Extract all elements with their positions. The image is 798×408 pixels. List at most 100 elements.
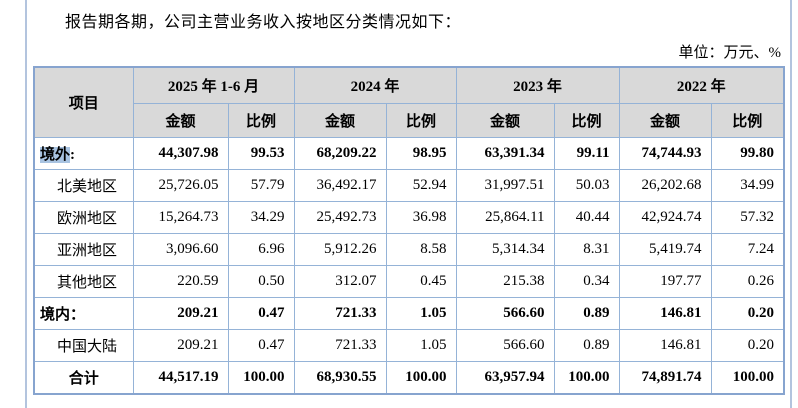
text-selection-highlight: 境外 [40, 147, 71, 163]
cell-value: 1.05 [385, 329, 457, 362]
cell-value: 0.34 [553, 265, 620, 298]
row-label: 欧洲地区 [33, 201, 134, 234]
cell-value: 99.53 [227, 137, 295, 170]
cell-value: 52.94 [385, 169, 457, 202]
column-header-2022: 2022 年 [618, 66, 785, 104]
column-header-2025h1: 2025 年 1-6 月 [132, 66, 295, 104]
table-row: 合计 44,517.19 100.00 68,930.55 100.00 63,957.9… [33, 361, 785, 394]
subheader-amount-2024: 金额 [293, 103, 387, 138]
cell-value: 57.79 [227, 169, 295, 202]
cell-value: 57.32 [710, 201, 785, 234]
cell-value: 63,391.34 [455, 137, 555, 170]
cell-value: 36.98 [385, 201, 457, 234]
cell-value: 3,096.60 [132, 233, 229, 266]
cell-value: 721.33 [293, 297, 387, 330]
cell-value: 98.95 [385, 137, 457, 170]
subheader-ratio-2025h1: 比例 [227, 103, 295, 138]
subheader-ratio-2024: 比例 [385, 103, 457, 138]
cell-value: 34.99 [710, 169, 785, 202]
cell-value: 8.31 [553, 233, 620, 266]
cell-value: 100.00 [710, 361, 785, 394]
cell-value: 74,891.74 [618, 361, 712, 394]
cell-value: 34.29 [227, 201, 295, 234]
cell-value: 146.81 [618, 329, 712, 362]
subheader-amount-2022: 金额 [618, 103, 712, 138]
cell-value: 0.20 [710, 297, 785, 330]
unit-note: 单位：万元、% [678, 45, 782, 61]
table-row: 其他地区 220.59 0.50 312.07 0.45 215.38 0.34 197.77… [33, 265, 785, 298]
revenue-by-region-table: 项目 2025 年 1-6 月 2024 年 2023 年 2022 年 金额 … [33, 66, 786, 395]
column-header-item: 项目 [33, 66, 134, 138]
cell-value: 7.24 [710, 233, 785, 266]
intro-paragraph: 报告期各期，公司主营业务收入按地区分类情况如下： [65, 14, 462, 31]
cell-value: 100.00 [385, 361, 457, 394]
cell-value: 40.44 [553, 201, 620, 234]
page-border-right [790, 0, 792, 408]
cell-value: 68,930.55 [293, 361, 387, 394]
cell-value: 209.21 [132, 329, 229, 362]
subheader-ratio-2023: 比例 [553, 103, 620, 138]
column-header-2024: 2024 年 [293, 66, 457, 104]
table-body: 境外: 44,307.98 99.53 68,209.22 98.95 63,391.34… [33, 137, 785, 394]
cell-value: 44,307.98 [132, 137, 229, 170]
row-label: 其他地区 [33, 265, 134, 298]
cell-value: 0.89 [553, 329, 620, 362]
subheader-ratio-2022: 比例 [710, 103, 785, 138]
cell-value: 5,419.74 [618, 233, 712, 266]
row-label: 境外: [33, 137, 134, 170]
cell-value: 100.00 [553, 361, 620, 394]
cell-value: 566.60 [455, 297, 555, 330]
cell-value: 197.77 [618, 265, 712, 298]
cell-value: 26,202.68 [618, 169, 712, 202]
cell-value: 42,924.74 [618, 201, 712, 234]
row-label: 中国大陆 [33, 329, 134, 362]
cell-value: 5,314.34 [455, 233, 555, 266]
table-row: 北美地区 25,726.05 57.79 36,492.17 52.94 31,997.5… [33, 169, 785, 202]
table-header-row-measures: 金额 比例 金额 比例 金额 比例 金额 比例 [34, 103, 785, 138]
subheader-amount-2025h1: 金额 [132, 103, 229, 138]
cell-value: 0.20 [710, 329, 785, 362]
table-row: 境内： 209.21 0.47 721.33 1.05 566.60 0.89 146.81 0… [33, 297, 785, 330]
cell-value: 25,492.73 [293, 201, 387, 234]
cell-value: 68,209.22 [293, 137, 387, 170]
cell-value: 74,744.93 [618, 137, 712, 170]
cell-value: 25,726.05 [132, 169, 229, 202]
row-label: 北美地区 [33, 169, 134, 202]
cell-value: 31,997.51 [455, 169, 555, 202]
subheader-amount-2023: 金额 [455, 103, 555, 138]
cell-value: 146.81 [618, 297, 712, 330]
cell-value: 0.50 [227, 265, 295, 298]
cell-value: 0.45 [385, 265, 457, 298]
table-row: 中国大陆 209.21 0.47 721.33 1.05 566.60 0.89 146.81… [33, 329, 785, 362]
cell-value: 209.21 [132, 297, 229, 330]
cell-value: 566.60 [455, 329, 555, 362]
cell-value: 215.38 [455, 265, 555, 298]
cell-value: 0.47 [227, 329, 295, 362]
column-header-2023: 2023 年 [455, 66, 620, 104]
cell-value: 0.89 [553, 297, 620, 330]
cell-value: 6.96 [227, 233, 295, 266]
cell-value: 8.58 [385, 233, 457, 266]
cell-value: 220.59 [132, 265, 229, 298]
row-label: 合计 [33, 361, 134, 394]
cell-value: 15,264.73 [132, 201, 229, 234]
cell-value: 100.00 [227, 361, 295, 394]
cell-value: 44,517.19 [132, 361, 229, 394]
cell-value: 312.07 [293, 265, 387, 298]
cell-value: 0.26 [710, 265, 785, 298]
cell-value: 36,492.17 [293, 169, 387, 202]
table-row: 境外: 44,307.98 99.53 68,209.22 98.95 63,391.34… [33, 137, 785, 170]
cell-value: 99.11 [553, 137, 620, 170]
cell-value: 99.80 [710, 137, 785, 170]
cell-value: 5,912.26 [293, 233, 387, 266]
page-border-left [25, 0, 27, 408]
cell-value: 25,864.11 [455, 201, 555, 234]
cell-value: 1.05 [385, 297, 457, 330]
table-row: 欧洲地区 15,264.73 34.29 25,492.73 36.98 25,864.1… [33, 201, 785, 234]
row-label: 境内： [33, 297, 134, 330]
cell-value: 0.47 [227, 297, 295, 330]
cell-value: 63,957.94 [455, 361, 555, 394]
table-header-row-periods: 项目 2025 年 1-6 月 2024 年 2023 年 2022 年 [33, 66, 785, 138]
cell-value: 721.33 [293, 329, 387, 362]
cell-value: 50.03 [553, 169, 620, 202]
